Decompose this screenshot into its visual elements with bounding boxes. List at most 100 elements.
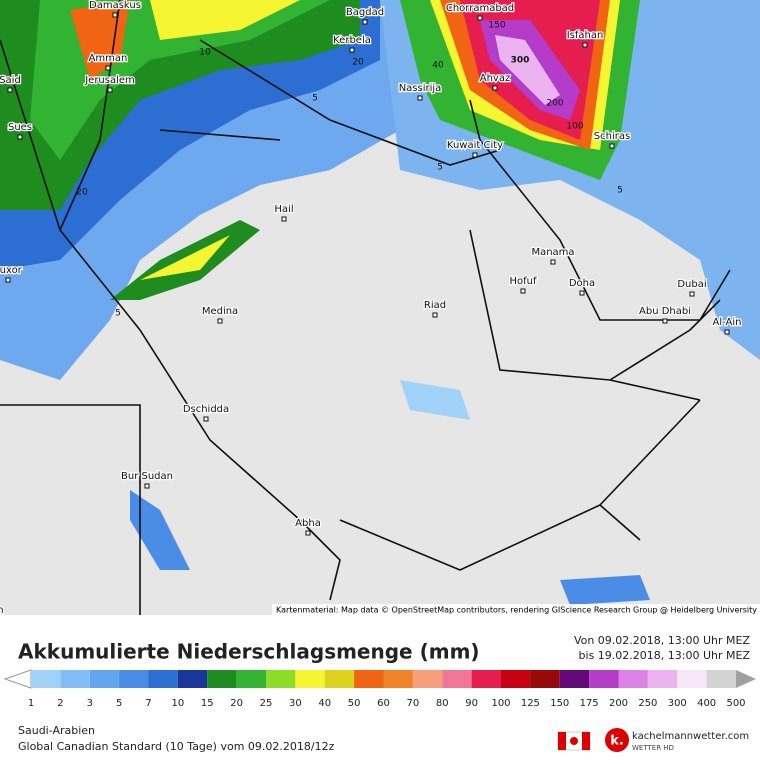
legend-label: 5 — [116, 698, 122, 709]
city-marker — [579, 290, 585, 296]
city-label: Medina — [202, 306, 238, 317]
legend-label: 250 — [638, 698, 657, 709]
city-marker — [107, 87, 113, 93]
legend-swatch — [501, 670, 531, 688]
logo: k. — [557, 728, 629, 752]
legend-swatch — [412, 670, 443, 688]
city-label: Ahvaz — [480, 73, 510, 84]
legend-label: 100 — [491, 698, 510, 709]
city-label: Hofuf — [509, 276, 536, 287]
brand-sub: WETTER HD — [632, 744, 674, 752]
legend-swatch — [530, 670, 560, 688]
legend-label: 40 — [318, 698, 331, 709]
legend-label: 30 — [289, 698, 302, 709]
city-label: Hail — [274, 204, 293, 215]
legend-label: 2 — [57, 698, 63, 709]
legend-label: 300 — [668, 698, 687, 709]
legend-swatch — [559, 670, 590, 688]
city-label: Abu Dhabi — [639, 306, 691, 317]
city-marker — [349, 47, 355, 53]
city-marker — [203, 416, 209, 422]
legend-swatch — [295, 670, 325, 688]
city-label: Dschidda — [183, 404, 229, 415]
city-label: Khartum — [0, 605, 4, 616]
title: Akkumulierte Niederschlagsmenge (mm) — [18, 640, 480, 664]
city-marker — [5, 277, 11, 283]
city-label: Jerusalem — [84, 75, 135, 86]
contour-label: 100 — [566, 122, 583, 132]
legend-arrow-right — [736, 670, 756, 688]
city-label: Said — [0, 75, 21, 86]
city-marker — [472, 152, 478, 158]
legend-swatch — [383, 670, 413, 688]
legend-label: 15 — [201, 698, 214, 709]
map — [0, 0, 760, 615]
legend-label: 200 — [609, 698, 628, 709]
contour-label: 20 — [76, 188, 88, 198]
legend-swatch — [119, 670, 149, 688]
legend-swatch — [442, 670, 472, 688]
contour-label: 150 — [488, 21, 505, 31]
city-label: Damaskus — [89, 0, 141, 11]
contour-label: 20 — [352, 58, 364, 68]
legend-swatch — [677, 670, 707, 688]
city-marker — [724, 329, 730, 335]
city-label: Bur Sudan — [121, 471, 173, 482]
legend-swatch — [618, 670, 648, 688]
contour-label: 10 — [199, 48, 211, 58]
city-marker — [417, 95, 423, 101]
legend-label: 50 — [348, 698, 361, 709]
contour-label: 40 — [432, 61, 444, 71]
legend-swatch — [148, 670, 178, 688]
city-marker — [689, 291, 695, 297]
legend-label: 10 — [172, 698, 185, 709]
legend-swatch — [354, 670, 384, 688]
legend-arrow-left — [3, 669, 32, 689]
legend-label: 25 — [260, 698, 273, 709]
city-label: Riad — [424, 300, 446, 311]
legend-swatch — [324, 670, 355, 688]
city-marker — [144, 483, 150, 489]
legend-label: 125 — [521, 698, 540, 709]
legend-swatch — [177, 670, 208, 688]
brand: kachelmannwetter.com — [632, 731, 749, 742]
legend-label: 1 — [28, 698, 34, 709]
contour-label: 5 — [312, 94, 318, 104]
city-marker — [492, 85, 498, 91]
legend-label: 7 — [145, 698, 151, 709]
city-label: Al-Ain — [713, 317, 742, 328]
city-label: Luxor — [0, 265, 23, 276]
legend-label: 150 — [550, 698, 569, 709]
city-label: Bagdad — [346, 7, 384, 18]
city-label: Abha — [295, 518, 321, 529]
model: Global Canadian Standard (10 Tage) vom 0… — [18, 740, 335, 753]
legend-label: 3 — [87, 698, 93, 709]
city-marker — [662, 318, 668, 324]
legend-label: 80 — [436, 698, 449, 709]
city-marker — [520, 288, 526, 294]
city-label: Dubai — [677, 279, 706, 290]
city-marker — [281, 216, 287, 222]
legend-swatch — [236, 670, 266, 688]
city-marker — [362, 19, 368, 25]
city-marker — [305, 530, 311, 536]
legend-swatch — [647, 670, 678, 688]
city-marker — [217, 318, 223, 324]
legend-label: 70 — [407, 698, 420, 709]
legend-swatch — [589, 670, 619, 688]
legend-swatch — [207, 670, 237, 688]
legend-label: 20 — [230, 698, 243, 709]
city-marker — [550, 259, 556, 265]
legend-swatch — [471, 670, 501, 688]
city-marker — [609, 143, 615, 149]
city-label: Isfahan — [567, 30, 604, 41]
city-marker — [582, 42, 588, 48]
legend-swatch — [31, 670, 61, 688]
city-marker — [105, 65, 111, 71]
city-label: Schiras — [594, 131, 630, 142]
legend-label: 400 — [697, 698, 716, 709]
attribution: Kartenmaterial: Map data © OpenStreetMap… — [276, 606, 757, 615]
contour-label: 200 — [546, 99, 563, 109]
city-marker — [432, 312, 438, 318]
